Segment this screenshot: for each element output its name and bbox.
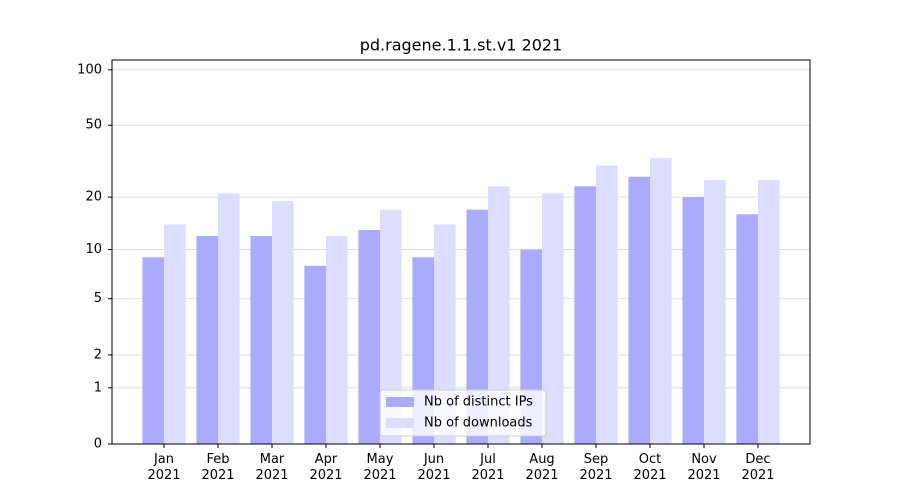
- bar: [628, 176, 650, 444]
- legend-label: Nb of distinct IPs: [424, 395, 533, 410]
- y-tick-label: 20: [85, 190, 102, 205]
- plot-frame: [111, 59, 811, 445]
- bar: [596, 165, 618, 445]
- y-tick-label: 100: [77, 62, 102, 77]
- bar: [650, 158, 672, 444]
- x-tick-label: Aug 2021: [525, 452, 559, 483]
- bar: [218, 193, 240, 444]
- x-tick-label: Feb 2021: [201, 452, 235, 483]
- x-tick-label: Jul 2021: [471, 452, 505, 483]
- y-tick-label: 0: [94, 437, 102, 452]
- bar: [196, 236, 218, 444]
- y-tick-label: 2: [94, 347, 102, 362]
- bar: [466, 209, 488, 444]
- bar: [574, 186, 596, 444]
- bar: [736, 214, 758, 444]
- bar: [434, 224, 456, 444]
- chart-title: pd.ragene.1.1.st.v1 2021: [360, 36, 563, 55]
- x-tick-label: Apr 2021: [309, 452, 343, 483]
- legend-swatch: [386, 397, 414, 407]
- x-tick-label: Mar 2021: [255, 452, 289, 483]
- bar: [542, 193, 564, 444]
- bar: [380, 209, 402, 444]
- bar: [326, 236, 348, 444]
- bar: [304, 265, 326, 444]
- bar: [704, 179, 726, 445]
- x-tick-label: Sep 2021: [579, 452, 613, 483]
- legend-swatch: [386, 418, 414, 428]
- x-tick-label: Jun 2021: [417, 452, 451, 483]
- y-tick-label: 1: [94, 380, 102, 395]
- bar: [164, 224, 186, 444]
- y-tick-label: 10: [85, 242, 102, 257]
- bar: [488, 186, 510, 444]
- bar: [272, 201, 294, 444]
- bar: [758, 179, 780, 445]
- x-tick-label: Jan 2021: [147, 452, 181, 483]
- bar: [142, 257, 164, 444]
- bar: [682, 197, 704, 444]
- bar: [358, 230, 380, 444]
- legend-box: [379, 389, 547, 437]
- legend-label: Nb of downloads: [424, 416, 533, 431]
- x-tick-label: May 2021: [363, 452, 397, 483]
- x-tick-label: Dec 2021: [741, 452, 775, 483]
- bar: [250, 236, 272, 444]
- y-tick-label: 5: [94, 291, 102, 306]
- x-tick-label: Nov 2021: [687, 452, 721, 483]
- y-tick-label: 50: [85, 118, 102, 133]
- x-tick-label: Oct 2021: [633, 452, 667, 483]
